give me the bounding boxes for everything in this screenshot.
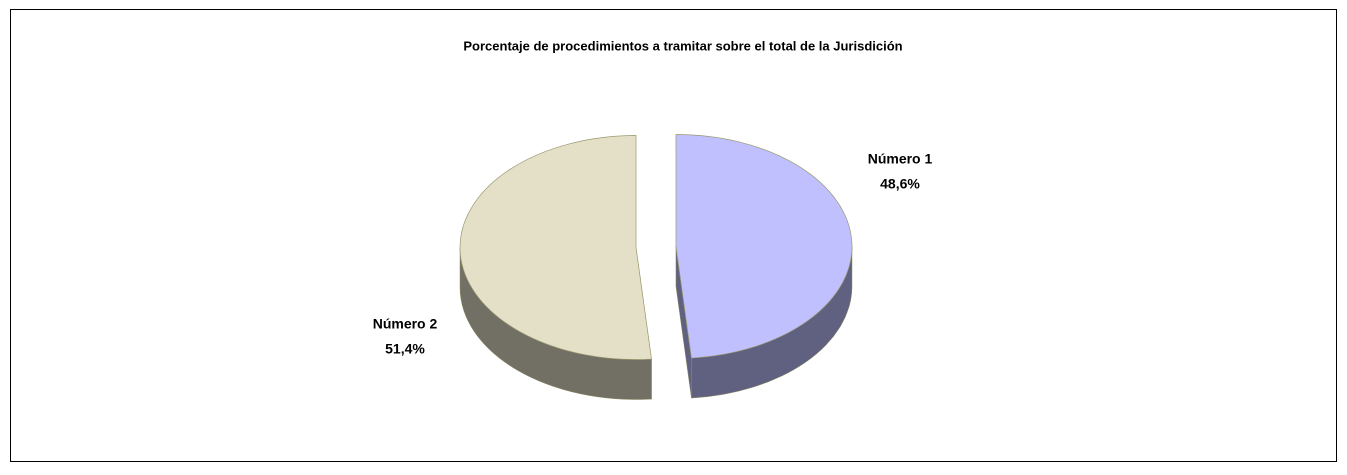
slice	[459, 135, 652, 360]
slice-value-label: 51,4%	[385, 341, 425, 357]
chart-title: Porcentaje de procedimientos a tramitar …	[463, 38, 902, 53]
slice	[675, 134, 853, 359]
slice-value-label: 48,6%	[880, 176, 920, 192]
slice-label: Número 1	[868, 151, 933, 167]
slice-label: Número 2	[373, 316, 438, 332]
chart-frame	[10, 9, 1337, 462]
